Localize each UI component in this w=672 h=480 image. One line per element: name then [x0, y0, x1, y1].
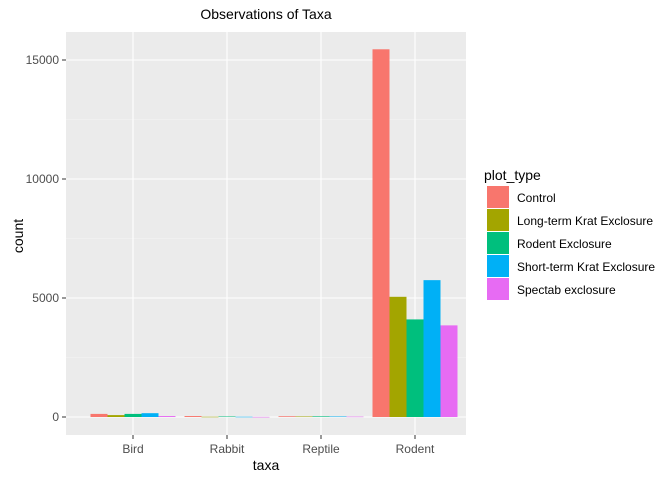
bar-bird-4 — [158, 416, 176, 417]
bar-rodent-3 — [423, 280, 441, 417]
bar-bird-0 — [90, 413, 108, 417]
legend-label-0: Control — [517, 191, 556, 205]
legend-key-3 — [487, 255, 509, 277]
y-axis-title: count — [10, 219, 26, 253]
bar-bird-1 — [107, 415, 125, 417]
legend-key-1 — [487, 209, 509, 231]
bar-rabbit-2 — [218, 416, 236, 418]
legend-label-2: Rodent Exclosure — [517, 237, 612, 251]
legend-label-3: Short-term Krat Exclosure — [517, 260, 655, 274]
x-tick-label-bird: Bird — [122, 442, 143, 456]
bar-rabbit-4 — [252, 416, 270, 418]
bar-rodent-1 — [389, 296, 407, 417]
legend-key-4 — [487, 278, 509, 300]
y-axis-ticks: 0 5000 10000 15000 — [26, 53, 66, 424]
legend: plot_type Control Long-term Krat Exclosur… — [484, 167, 655, 300]
bar-reptile-0 — [278, 416, 296, 417]
bar-bird-2 — [124, 413, 142, 417]
x-axis-ticks: Bird Rabbit Reptile Rodent — [122, 435, 435, 456]
chart-title: Observations of Taxa — [200, 6, 331, 22]
bar-rabbit-0 — [184, 416, 202, 417]
bar-rabbit-1 — [201, 416, 219, 418]
legend-label-1: Long-term Krat Exclosure — [517, 214, 653, 228]
bar-rodent-2 — [406, 319, 424, 417]
y-tick-label: 0 — [52, 410, 59, 424]
y-tick-label: 15000 — [26, 53, 60, 67]
legend-key-0 — [487, 186, 509, 208]
bar-reptile-2 — [312, 416, 330, 417]
legend-title: plot_type — [484, 167, 541, 183]
x-tick-label-rabbit: Rabbit — [210, 442, 245, 456]
y-tick-label: 5000 — [32, 291, 59, 305]
bar-reptile-1 — [295, 416, 313, 418]
bar-rodent-0 — [372, 49, 390, 417]
bar-bird-3 — [141, 413, 159, 417]
legend-key-2 — [487, 232, 509, 254]
x-axis-title: taxa — [253, 457, 280, 473]
bar-reptile-3 — [329, 416, 347, 418]
legend-label-4: Spectab exclosure — [517, 283, 616, 297]
bars — [90, 49, 458, 418]
y-tick-label: 10000 — [26, 172, 60, 186]
bar-rodent-4 — [440, 325, 458, 417]
bar-rabbit-3 — [235, 416, 253, 418]
bar-reptile-4 — [346, 416, 364, 418]
x-tick-label-reptile: Reptile — [302, 442, 340, 456]
x-tick-label-rodent: Rodent — [396, 442, 435, 456]
